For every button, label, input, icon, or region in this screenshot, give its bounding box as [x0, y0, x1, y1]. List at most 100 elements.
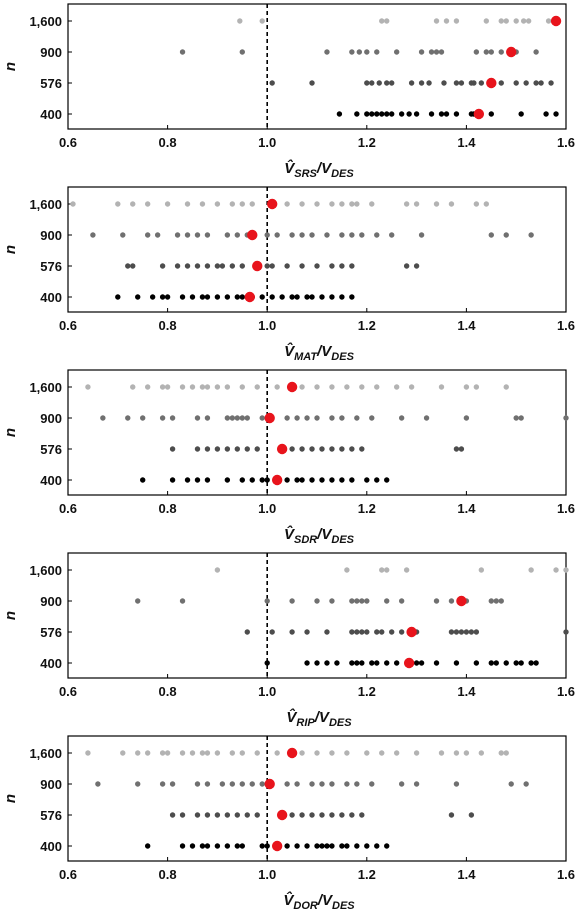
data-point [244, 415, 250, 421]
data-point [214, 263, 221, 269]
data-point [543, 111, 549, 117]
data-point [169, 477, 176, 483]
data-point [329, 598, 335, 604]
x-tick-label: 1.4 [457, 684, 476, 699]
mean-point [271, 840, 283, 852]
data-point [518, 660, 524, 666]
data-point [294, 415, 300, 421]
data-point [204, 446, 211, 452]
data-point [120, 750, 126, 756]
data-point [214, 294, 221, 300]
data-point [369, 201, 375, 207]
data-point [90, 232, 96, 238]
data-point [374, 629, 380, 635]
data-point [364, 843, 370, 849]
x-tick-label: 0.8 [159, 318, 177, 333]
data-point [294, 477, 300, 483]
data-point [458, 446, 465, 452]
data-point [374, 660, 380, 666]
data-point [289, 232, 295, 238]
y-tick-label: 576 [40, 76, 62, 91]
data-point [349, 294, 355, 300]
data-point [239, 294, 245, 300]
plot-frame [67, 186, 567, 313]
data-point [314, 201, 320, 207]
data-point [493, 598, 499, 604]
x-tick-label: 1.0 [258, 684, 276, 699]
data-point [154, 232, 161, 238]
data-point [379, 750, 385, 756]
data-point [364, 598, 370, 604]
data-point [389, 80, 395, 86]
data-point [179, 843, 186, 849]
data-point [314, 750, 320, 756]
data-point [194, 415, 201, 421]
data-point [359, 598, 365, 604]
data-point [369, 80, 375, 86]
data-point [473, 201, 480, 207]
data-point [289, 446, 295, 452]
panel-srs: 1,600 900 576 400 n 0.6 0.8 1.0 1.2 1.4 1.6 V̂SRS/V… [2, 3, 575, 180]
mean-point [406, 626, 417, 638]
data-point [498, 49, 504, 55]
data-point [174, 263, 181, 269]
data-point [299, 263, 305, 269]
data-point [214, 201, 221, 207]
data-point [214, 384, 221, 390]
x-tick-label: 0.6 [59, 135, 77, 150]
data-point [289, 629, 295, 635]
data-point [533, 80, 539, 86]
mean-point [486, 77, 497, 89]
data-point [336, 111, 343, 117]
data-point [144, 201, 151, 207]
data-point [448, 598, 455, 604]
y-tick-label: 400 [40, 656, 62, 671]
data-point [309, 294, 315, 300]
data-point [299, 232, 305, 238]
data-point [314, 415, 320, 421]
data-point [433, 660, 440, 666]
data-point [159, 294, 166, 300]
data-point [384, 18, 390, 24]
data-point [453, 660, 460, 666]
data-point [204, 843, 211, 849]
data-point [344, 567, 350, 573]
data-point [369, 781, 375, 787]
data-point [418, 80, 425, 86]
data-point [70, 201, 76, 207]
data-point [239, 781, 245, 787]
data-point [214, 567, 221, 573]
data-point [314, 660, 320, 666]
y-tick-label: 900 [40, 594, 62, 609]
data-point [189, 843, 196, 849]
data-point [199, 201, 206, 207]
data-point [413, 263, 420, 269]
data-point [523, 80, 529, 86]
data-point [349, 201, 355, 207]
x-tick-label: 1.4 [457, 318, 476, 333]
data-point [538, 80, 544, 86]
data-point [453, 80, 460, 86]
data-point [259, 294, 265, 300]
data-point [264, 232, 270, 238]
data-point [324, 629, 330, 635]
mean-point [276, 809, 288, 821]
mean-point [506, 46, 517, 58]
data-point [319, 781, 325, 787]
data-point [349, 263, 355, 269]
data-point [319, 477, 325, 483]
data-point [406, 111, 412, 117]
data-point [229, 781, 236, 787]
data-point [329, 294, 335, 300]
data-point [219, 781, 226, 787]
data-point [130, 263, 136, 269]
data-point [329, 477, 335, 483]
x-tick-label: 1.4 [457, 867, 476, 882]
plot-frame [67, 369, 567, 496]
data-point [239, 415, 245, 421]
data-point [234, 446, 241, 452]
data-point [314, 384, 320, 390]
x-tick-label: 1.4 [457, 501, 476, 516]
data-point [423, 415, 430, 421]
data-point [473, 660, 480, 666]
